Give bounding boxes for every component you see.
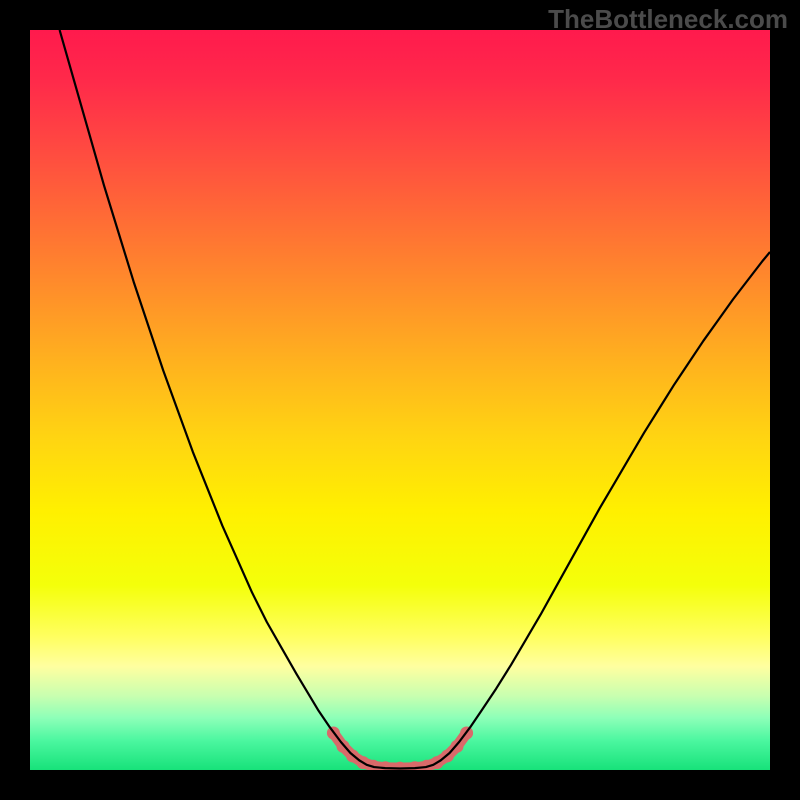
highlight-markers	[327, 727, 473, 771]
bottleneck-curve	[60, 30, 770, 769]
chart-frame: TheBottleneck.com	[0, 0, 800, 800]
chart-overlay	[30, 30, 770, 770]
watermark-text: TheBottleneck.com	[548, 4, 788, 35]
plot-area	[30, 30, 770, 770]
